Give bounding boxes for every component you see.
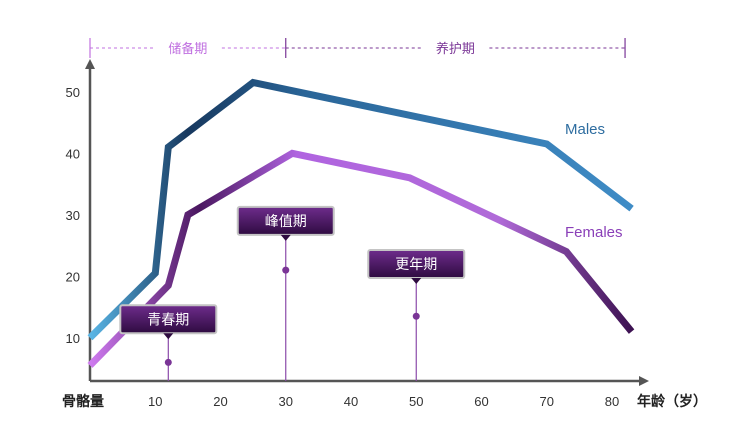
axes: 10 20 30 40 50 10 20 30 40 50 60 70 80 骨骼量 年龄（岁） — [62, 59, 707, 410]
y-tick-label: 20 — [66, 269, 80, 284]
series-label-females: Females — [565, 224, 623, 241]
x-tick-label: 40 — [344, 394, 358, 409]
callout-pointer — [280, 234, 291, 241]
phase-label: 养护期 — [436, 41, 475, 57]
y-tick-label: 40 — [66, 146, 80, 161]
phase-bar: 储备期 养护期 — [89, 38, 626, 58]
x-tick-label: 20 — [213, 394, 227, 409]
callout-dot — [164, 358, 172, 366]
x-axis-title: 年龄（岁） — [637, 393, 707, 410]
series-label-males: Males — [565, 121, 605, 138]
callout-dot — [412, 312, 420, 320]
x-tick-label: 50 — [409, 394, 423, 409]
y-tick-label: 50 — [66, 85, 80, 100]
x-tick-label: 30 — [279, 394, 293, 409]
x-tick-label: 10 — [148, 394, 162, 409]
phase-label: 储备期 — [168, 41, 207, 57]
y-tick-label: 30 — [66, 208, 80, 223]
x-tick-label: 60 — [474, 394, 488, 409]
x-tick-label: 70 — [540, 394, 554, 409]
callout-label: 青春期 — [147, 312, 189, 328]
callout-label: 更年期 — [395, 257, 437, 273]
callout-dot — [282, 266, 290, 274]
y-axis-title: 骨骼量 — [62, 393, 104, 410]
y-tick-label: 10 — [66, 331, 80, 346]
series-line-females — [87, 149, 635, 368]
series-line-males — [87, 78, 634, 341]
series-lines: Males Females — [87, 78, 635, 368]
callout-label: 峰值期 — [265, 214, 307, 230]
callout-pointer — [411, 277, 422, 284]
callout-pointer — [163, 333, 174, 340]
x-tick-label: 80 — [605, 394, 619, 409]
